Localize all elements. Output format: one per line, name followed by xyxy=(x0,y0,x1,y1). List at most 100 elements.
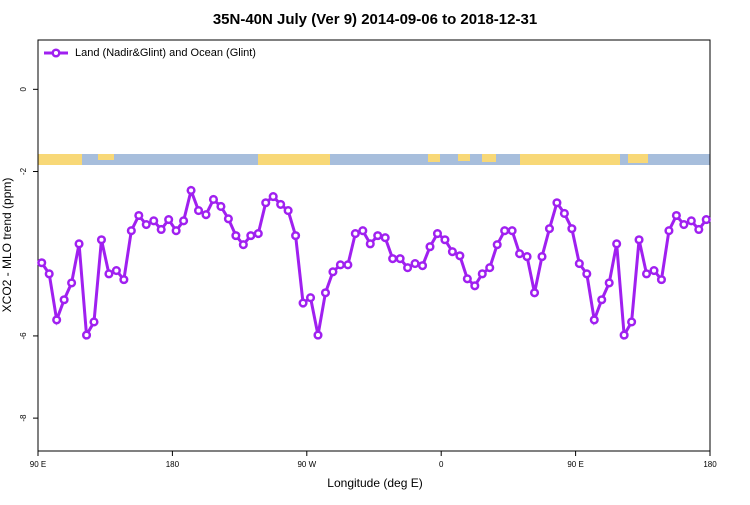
data-point xyxy=(253,229,263,239)
data-point xyxy=(119,275,129,285)
data-point xyxy=(96,235,107,245)
data-point xyxy=(164,215,174,225)
data-point xyxy=(529,288,540,298)
data-point xyxy=(462,274,472,284)
data-point xyxy=(507,226,517,236)
data-point xyxy=(216,201,226,212)
data-point xyxy=(395,254,405,264)
data-point xyxy=(37,258,47,268)
data-point xyxy=(193,206,204,216)
y-tick-label: -6 xyxy=(19,332,28,340)
data-point xyxy=(104,269,114,279)
y-tick-label: -8 xyxy=(19,414,28,422)
y-axis-label: XCO2 - MLO trend (ppm) xyxy=(0,178,14,313)
data-point xyxy=(365,239,375,249)
data-point xyxy=(679,219,689,230)
y-tick-label: -2 xyxy=(19,167,28,175)
x-tick-label: 180 xyxy=(703,460,717,469)
legend-label: Land (Nadir&Glint) and Ocean (Glint) xyxy=(75,47,256,59)
data-point xyxy=(111,266,121,276)
data-point xyxy=(52,315,62,325)
plot-frame xyxy=(37,39,711,452)
data-point xyxy=(552,198,562,208)
data-point xyxy=(388,254,398,264)
data-point xyxy=(343,260,353,270)
data-point xyxy=(291,231,301,241)
data-point xyxy=(171,226,181,236)
data-point xyxy=(582,269,592,279)
legend-marker xyxy=(51,48,61,58)
data-point xyxy=(59,295,69,305)
data-point xyxy=(567,224,577,234)
data-point xyxy=(231,231,241,241)
data-point xyxy=(320,288,331,298)
data-point xyxy=(641,269,652,279)
data-point xyxy=(358,226,368,236)
data-point xyxy=(201,210,211,220)
data-point xyxy=(612,239,622,249)
data-point xyxy=(186,185,196,195)
data-point xyxy=(559,208,569,218)
data-point xyxy=(328,267,338,277)
data-point xyxy=(701,215,711,225)
data-point xyxy=(656,275,667,285)
data-point xyxy=(276,199,286,209)
data-point xyxy=(223,214,233,224)
data-point xyxy=(305,293,316,303)
data-point xyxy=(246,231,256,241)
data-point xyxy=(179,216,189,226)
data-point xyxy=(627,317,637,327)
data-point xyxy=(604,278,614,288)
data-point xyxy=(477,269,487,279)
data-point xyxy=(574,259,584,269)
data-point xyxy=(455,251,465,261)
data-point xyxy=(283,206,293,216)
data-point xyxy=(649,266,659,276)
data-point xyxy=(664,226,674,236)
data-point xyxy=(470,281,480,291)
data-point xyxy=(500,226,510,236)
data-point xyxy=(74,239,84,249)
data-point xyxy=(238,240,248,250)
data-point xyxy=(373,231,383,241)
data-point xyxy=(440,235,450,245)
data-point xyxy=(81,330,92,340)
data-point xyxy=(44,269,54,279)
data-point xyxy=(208,194,219,205)
data-point xyxy=(156,224,166,235)
data-point xyxy=(589,315,599,325)
data-point xyxy=(350,229,360,239)
x-tick-label: 180 xyxy=(166,460,180,469)
data-point xyxy=(261,198,271,208)
data-point xyxy=(410,259,420,269)
data-point xyxy=(515,249,525,259)
data-point xyxy=(141,219,151,230)
data-point xyxy=(134,210,144,221)
data-point xyxy=(537,252,547,262)
data-point xyxy=(417,261,428,271)
data-point xyxy=(432,229,443,239)
x-tick-label: 90 W xyxy=(297,460,316,469)
data-point xyxy=(268,192,278,202)
data-point xyxy=(149,216,159,226)
data-point xyxy=(619,330,629,340)
data-point xyxy=(671,210,681,221)
data-point xyxy=(298,298,308,308)
data-point xyxy=(492,240,502,250)
data-point xyxy=(89,317,99,327)
data-point xyxy=(694,224,704,235)
data-point xyxy=(634,235,644,245)
data-point xyxy=(544,224,555,234)
data-point xyxy=(403,263,413,273)
data-point xyxy=(335,260,345,270)
data-point xyxy=(313,330,323,340)
data-point xyxy=(380,233,390,243)
data-point xyxy=(447,247,457,257)
data-point xyxy=(425,242,435,252)
data-point xyxy=(597,295,607,305)
x-axis-label: Longitude (deg E) xyxy=(327,476,422,490)
map-strip xyxy=(38,154,710,165)
data-point xyxy=(67,278,77,288)
data-point xyxy=(686,216,696,226)
